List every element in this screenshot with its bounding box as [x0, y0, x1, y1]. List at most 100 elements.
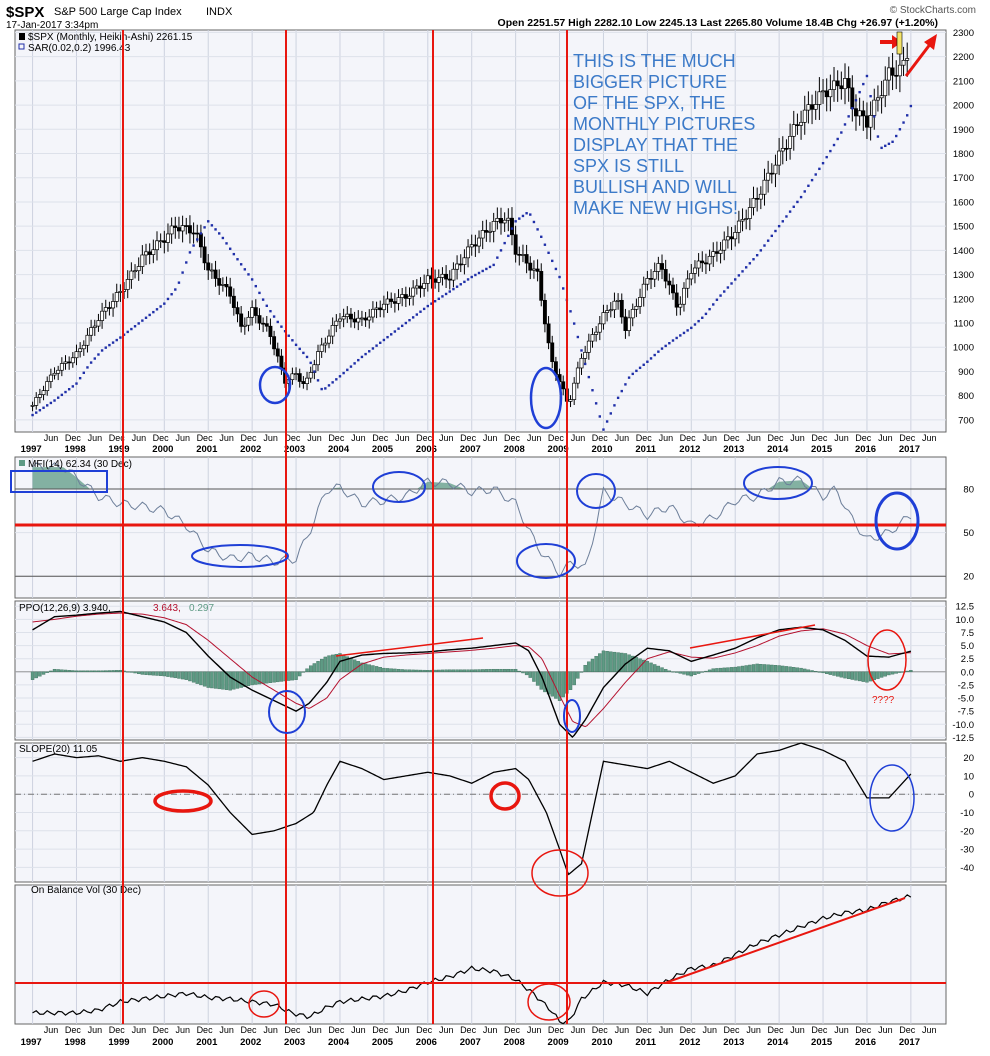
ppo-histogram-bar — [158, 671, 163, 676]
ppo-histogram-bar — [466, 669, 470, 673]
price-tick-label: 1600 — [953, 197, 974, 208]
sar-dot — [580, 349, 583, 352]
sar-dot — [510, 227, 514, 230]
sar-legend: SAR(0.02,0.2) 1996.43 — [28, 43, 131, 54]
sar-dot — [159, 305, 162, 308]
sar-dot — [56, 396, 60, 399]
price-candle — [433, 278, 438, 283]
price-candle — [469, 244, 474, 248]
ppo-histogram-bar — [100, 670, 104, 673]
month-tick-label: Dec — [548, 1025, 565, 1035]
price-candle — [166, 233, 170, 243]
price-candle — [253, 307, 258, 316]
ppo-histogram-bar — [824, 671, 829, 674]
ppo-histogram-bar — [480, 669, 485, 673]
ppo-histogram-bar — [151, 671, 156, 676]
year-tick-label: 2010 — [591, 1037, 612, 1048]
year-tick-label: 2005 — [372, 1037, 394, 1048]
sar-dot — [379, 341, 382, 345]
sar-dot — [221, 236, 225, 240]
sar-dot — [660, 347, 664, 350]
ppo-histogram-bar — [129, 671, 134, 673]
price-candle — [144, 251, 148, 256]
price-candle — [597, 323, 602, 333]
sar-dot — [770, 234, 774, 238]
ppo-histogram-bar — [444, 669, 448, 673]
ppo-histogram-bar — [341, 654, 346, 673]
sar-dot — [254, 284, 258, 288]
sar-dot — [261, 298, 265, 301]
ppo-histogram-bar — [726, 667, 730, 673]
price-candle — [202, 246, 207, 264]
ppo-histogram-bar — [407, 669, 412, 673]
price-candle — [682, 287, 686, 305]
ppo-histogram-bar — [41, 671, 46, 675]
ppo-histogram-bar — [71, 670, 75, 673]
sar-dot — [840, 131, 843, 134]
sar-dot — [181, 271, 184, 274]
sar-dot — [744, 266, 748, 269]
sar-dot — [382, 338, 386, 342]
price-candle — [48, 374, 53, 382]
price-candle — [191, 232, 196, 235]
price-candle — [799, 121, 804, 126]
ppo-histogram-bar — [528, 671, 532, 678]
sar-dot — [686, 329, 689, 332]
price-candle — [41, 390, 46, 396]
sar-dot — [638, 366, 642, 370]
ppo-histogram-bar — [213, 671, 218, 689]
ppo-histogram-bar — [224, 671, 229, 690]
sar-dot — [759, 249, 763, 252]
ppo-histogram-bar — [56, 669, 60, 673]
ppo-histogram-bar — [587, 661, 591, 673]
price-candle — [133, 270, 137, 273]
year-tick-label: 2000 — [152, 1037, 173, 1048]
price-candle — [381, 303, 386, 311]
price-candle — [338, 318, 342, 322]
price-candle — [389, 298, 394, 302]
sar-dot — [869, 94, 872, 98]
red-circle — [153, 789, 213, 813]
sar-dot — [591, 389, 594, 392]
sar-dot — [426, 304, 430, 308]
mfi-tick-label: 80 — [963, 484, 974, 495]
sar-dot — [719, 294, 722, 297]
ppo-histogram-bar — [671, 671, 675, 673]
price-candle — [802, 109, 807, 123]
month-tick-label: Jun — [527, 1025, 542, 1035]
price-tick-label: 800 — [958, 391, 974, 402]
sar-dot — [291, 339, 294, 342]
ppo-histogram-bar — [433, 669, 437, 673]
ppo-histogram-bar — [854, 671, 858, 681]
sar-dot — [313, 370, 316, 373]
price-candle — [264, 323, 269, 327]
price-candle — [158, 240, 163, 243]
blue-circle — [563, 699, 581, 733]
sar-dot — [97, 353, 100, 356]
ppo-histogram-bar — [814, 671, 818, 673]
month-tick-label: Dec — [548, 433, 565, 443]
sar-dot — [404, 321, 408, 325]
quote-line: Open 2251.57 High 2282.10 Low 2245.13 La… — [498, 17, 938, 29]
sar-dot — [327, 384, 331, 387]
ppo-histogram-bar — [382, 667, 386, 673]
price-candle — [572, 382, 577, 400]
sar-dot — [38, 409, 42, 412]
ppo-tick-label: -7.5 — [958, 707, 974, 718]
panel-legends: $SPX (Monthly, Heikin-Ashi) 2261.15SAR(0… — [18, 32, 214, 896]
ppo-histogram-bar — [517, 670, 521, 673]
ppo-histogram-bar — [748, 664, 752, 673]
month-tick-label: Jun — [922, 433, 937, 443]
sar-dot — [583, 362, 587, 366]
price-tick-label: 1300 — [953, 270, 974, 281]
year-tick-label: 2002 — [240, 444, 261, 455]
price-candle — [685, 278, 690, 289]
price-candle — [901, 59, 906, 66]
ppo-histogram-bar — [898, 671, 902, 673]
ppo-histogram-bar — [418, 669, 423, 673]
ppo-histogram-bar — [261, 671, 265, 684]
ppo-histogram-bar — [773, 665, 778, 673]
price-candle — [638, 297, 643, 307]
month-tick-label: Jun — [878, 433, 893, 443]
ppo-histogram-bar — [561, 671, 565, 698]
